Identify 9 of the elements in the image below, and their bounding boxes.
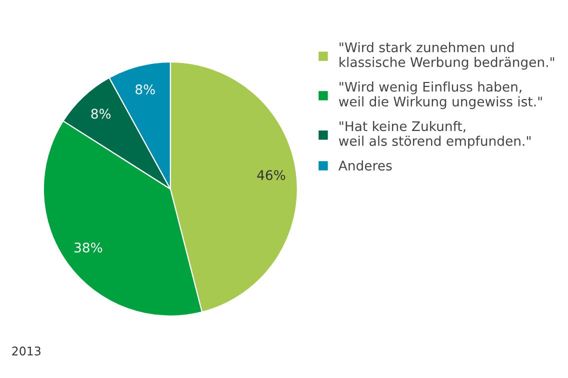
- data-label: 46%: [257, 170, 286, 180]
- legend-label: "Wird stark zunehmen und klassische Werbung bedrängen.": [340, 42, 554, 70]
- legend-label: "Hat keine Zukunft, weil als störend empfunden.": [338, 120, 531, 148]
- legend-label: "Wird wenig Einfluss haben, weil die Wirkung ungewiss ist.": [338, 82, 542, 110]
- data-label: 8%: [136, 84, 155, 94]
- data-label: 38%: [74, 242, 102, 253]
- legend-label: Anderes: [338, 160, 392, 171]
- data-label: 8%: [91, 108, 111, 119]
- text: 2013: [12, 346, 40, 356]
